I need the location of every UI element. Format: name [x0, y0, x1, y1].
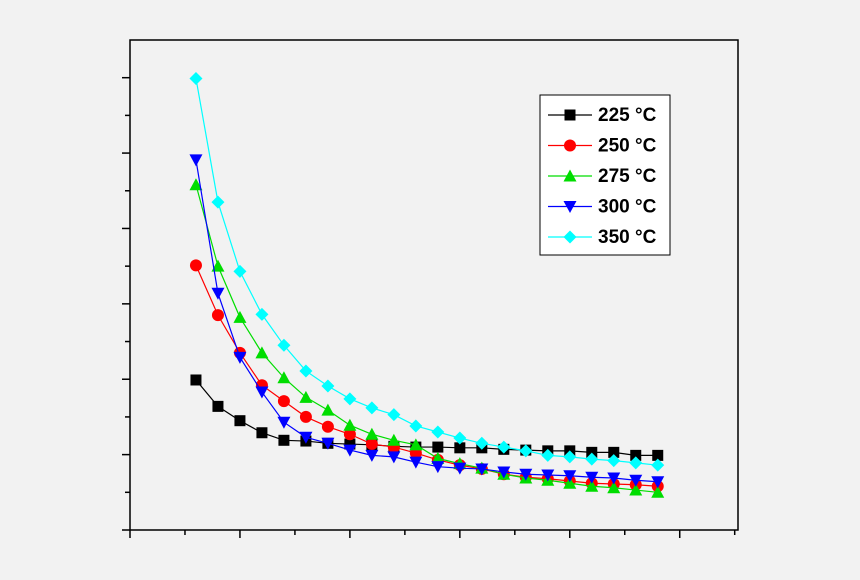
legend-marker	[563, 201, 577, 213]
plot-frame	[129, 39, 739, 531]
marker	[256, 427, 268, 439]
marker	[585, 471, 599, 484]
marker	[454, 442, 466, 454]
marker	[585, 452, 599, 466]
marker	[343, 418, 357, 431]
marker	[431, 451, 445, 464]
marker	[255, 386, 269, 399]
marker	[190, 374, 202, 386]
marker	[344, 438, 356, 450]
legend-label: 350 °C	[598, 227, 657, 248]
marker	[387, 433, 401, 446]
marker	[211, 195, 225, 209]
series-line	[195, 159, 658, 483]
legend-label: 250 °C	[598, 136, 657, 157]
marker	[321, 437, 335, 450]
marker	[431, 425, 445, 439]
marker	[607, 481, 621, 494]
marker	[586, 446, 598, 458]
marker	[409, 456, 423, 469]
marker	[278, 434, 290, 446]
legend-label: 300 °C	[598, 197, 657, 218]
marker	[233, 351, 247, 364]
marker	[607, 472, 621, 485]
marker	[299, 390, 313, 403]
marker	[343, 428, 356, 441]
marker	[497, 466, 511, 479]
marker	[299, 410, 312, 423]
legend-box	[539, 94, 671, 256]
marker	[343, 444, 357, 457]
marker	[233, 264, 247, 278]
marker	[651, 476, 665, 489]
marker	[585, 479, 599, 492]
marker	[629, 456, 643, 470]
marker	[212, 400, 224, 412]
series-line	[195, 78, 658, 466]
legend-marker	[564, 139, 576, 152]
marker	[652, 449, 664, 461]
marker	[277, 416, 291, 429]
marker	[189, 154, 203, 167]
marker	[453, 462, 467, 475]
marker	[189, 259, 202, 272]
marker	[563, 450, 577, 464]
marker	[321, 403, 335, 416]
marker	[299, 431, 313, 444]
marker	[387, 408, 401, 422]
marker	[299, 364, 313, 378]
marker	[343, 392, 357, 406]
marker	[321, 379, 335, 393]
marker	[541, 448, 555, 462]
legend-marker	[563, 169, 577, 182]
marker	[497, 440, 511, 454]
legend-label: 275 °C	[598, 166, 657, 187]
marker	[630, 449, 642, 461]
marker	[519, 444, 533, 458]
marker	[255, 307, 269, 321]
legend-marker	[564, 109, 576, 121]
marker	[409, 419, 423, 433]
series-line	[195, 265, 658, 487]
marker	[629, 483, 643, 496]
marker	[607, 454, 621, 468]
legend-marker	[563, 230, 577, 244]
marker	[365, 438, 378, 451]
marker	[321, 420, 334, 433]
marker	[365, 449, 379, 462]
marker	[211, 259, 225, 272]
marker	[234, 415, 246, 427]
marker	[651, 458, 665, 472]
marker	[629, 474, 643, 487]
marker	[255, 346, 269, 359]
legend-label: 225 °C	[598, 105, 657, 126]
marker	[519, 468, 533, 481]
marker	[475, 436, 489, 450]
marker	[189, 71, 203, 85]
marker	[277, 395, 290, 408]
marker	[211, 287, 225, 300]
marker	[453, 431, 467, 445]
marker	[541, 469, 555, 482]
marker	[277, 338, 291, 352]
marker	[563, 470, 577, 483]
marker	[409, 438, 423, 451]
series-line	[195, 379, 658, 456]
marker	[563, 476, 577, 489]
marker	[189, 178, 203, 191]
marker	[233, 310, 247, 323]
marker	[365, 401, 379, 415]
marker	[277, 371, 291, 384]
series-line	[195, 184, 658, 493]
marker	[608, 446, 620, 458]
marker	[211, 309, 224, 322]
marker	[651, 485, 665, 498]
marker	[365, 427, 379, 440]
marker	[432, 441, 444, 453]
marker	[475, 463, 489, 476]
marker	[387, 451, 401, 464]
marker	[431, 461, 445, 474]
